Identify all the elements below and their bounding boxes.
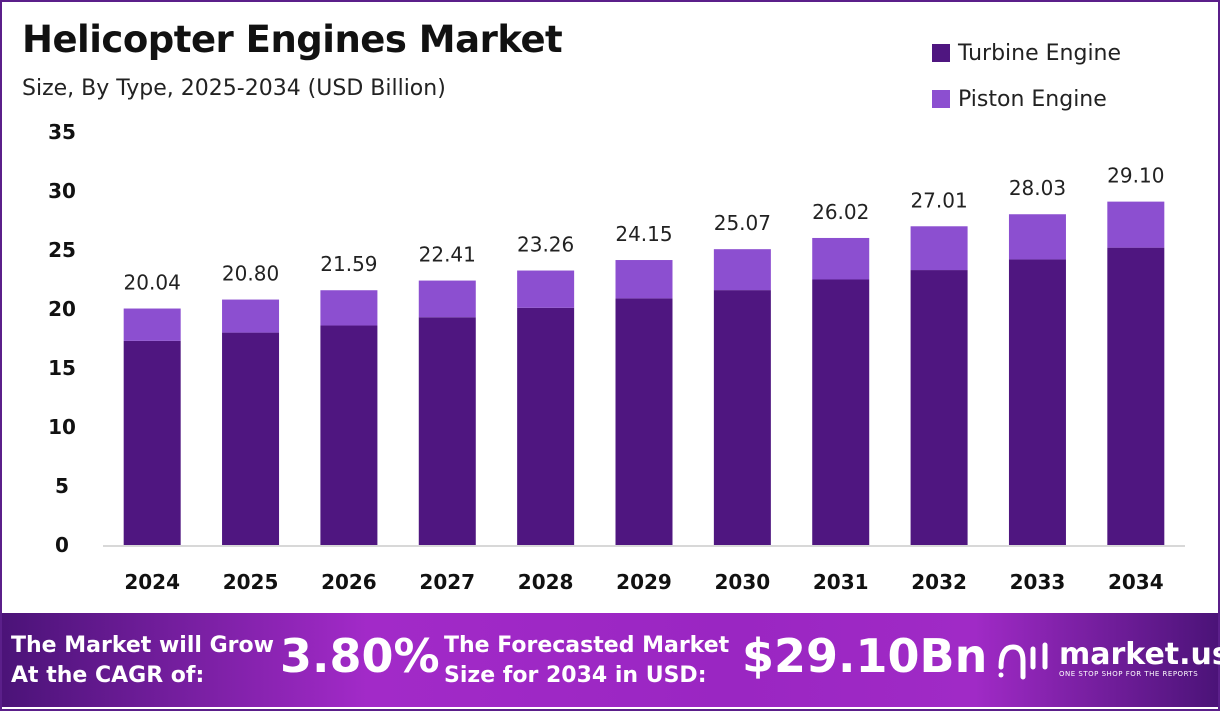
bar-piston-2031 (812, 237, 870, 280)
y-tick-label: 25 (48, 238, 76, 262)
data-label-2024: 20.04 (124, 271, 181, 295)
x-tick-label: 2031 (813, 570, 869, 594)
bar-turbine-2025 (222, 332, 280, 545)
bar-piston-2032 (910, 226, 968, 271)
x-tick-label: 2024 (124, 570, 180, 594)
legend-item-turbine: Turbine Engine (932, 30, 1121, 76)
data-label-2033: 28.03 (1009, 176, 1066, 200)
bar-turbine-2031 (812, 279, 870, 545)
data-label-2034: 29.10 (1107, 164, 1164, 188)
bar-piston-2026 (320, 290, 378, 326)
y-tick-label: 0 (55, 533, 69, 557)
bar-piston-2030 (713, 249, 771, 291)
y-tick-label: 35 (48, 120, 76, 144)
logo-tagline: ONE STOP SHOP FOR THE REPORTS (1059, 670, 1199, 678)
bar-turbine-2029 (615, 298, 673, 545)
bar-turbine-2034 (1107, 247, 1165, 545)
x-tick-label: 2029 (616, 570, 672, 594)
bar-turbine-2032 (910, 270, 968, 545)
data-label-2030: 25.07 (714, 211, 771, 235)
bar-turbine-2028 (517, 307, 575, 545)
data-label-2028: 23.26 (517, 233, 574, 257)
y-tick-label: 30 (48, 179, 76, 203)
y-tick-label: 20 (48, 297, 76, 321)
legend-label: Turbine Engine (958, 40, 1122, 66)
bar-piston-2029 (615, 260, 673, 299)
legend: Turbine Engine Piston Engine (932, 30, 1121, 122)
forecast-label-line: Size for 2034 in USD: (444, 663, 707, 688)
data-label-2032: 27.01 (910, 188, 967, 212)
cagr-label-line: The Market will Grow (11, 633, 274, 658)
x-tick-label: 2030 (715, 570, 771, 594)
chart-subtitle: Size, By Type, 2025-2034 (USD Billion) (22, 76, 446, 101)
logo-name: market.us (1059, 637, 1220, 672)
x-tick-label: 2027 (419, 570, 475, 594)
forecast-value: $29.10Bn (742, 629, 988, 683)
cagr-value: 3.80% (280, 629, 440, 683)
legend-label: Piston Engine (958, 86, 1107, 112)
bar-piston-2028 (517, 270, 575, 308)
data-label-2025: 20.80 (222, 262, 279, 286)
x-tick-label: 2025 (223, 570, 279, 594)
bar-turbine-2027 (418, 317, 476, 545)
forecast-label: The Forecasted Market Size for 2034 in US… (444, 631, 729, 691)
cagr-label-line: At the CAGR of: (11, 663, 205, 688)
legend-swatch-piston (932, 90, 950, 108)
bar-piston-2024 (123, 308, 181, 341)
legend-swatch-turbine (932, 44, 950, 62)
bar-piston-2034 (1107, 201, 1165, 248)
x-tick-label: 2028 (518, 570, 574, 594)
logo: market.us ONE STOP SHOP FOR THE REPORTS (997, 637, 1220, 681)
bar-turbine-2024 (123, 340, 181, 545)
forecast-label-line: The Forecasted Market (444, 633, 730, 658)
x-tick-label: 2034 (1108, 570, 1164, 594)
bar-piston-2025 (222, 299, 280, 333)
bar-turbine-2030 (713, 290, 771, 545)
y-tick-label: 15 (48, 356, 76, 380)
x-tick-label: 2032 (911, 570, 967, 594)
chart-title: Helicopter Engines Market (22, 18, 563, 61)
bar-turbine-2033 (1008, 259, 1066, 545)
x-tick-label: 2033 (1010, 570, 1066, 594)
footer-banner: The Market will Grow At the CAGR of: 3.80… (2, 613, 1220, 707)
y-tick-label: 10 (48, 415, 76, 439)
data-label-2027: 22.41 (419, 243, 476, 267)
y-tick-label: 5 (55, 474, 69, 498)
cagr-label: The Market will Grow At the CAGR of: (11, 631, 274, 691)
legend-item-piston: Piston Engine (932, 76, 1121, 122)
bar-turbine-2026 (320, 325, 378, 545)
bar-piston-2027 (418, 280, 476, 318)
data-label-2026: 21.59 (320, 252, 377, 276)
logo-icon (998, 642, 1048, 680)
data-label-2031: 26.02 (812, 200, 869, 224)
data-label-2029: 24.15 (615, 222, 672, 246)
bar-piston-2033 (1008, 214, 1066, 260)
x-tick-label: 2026 (321, 570, 377, 594)
